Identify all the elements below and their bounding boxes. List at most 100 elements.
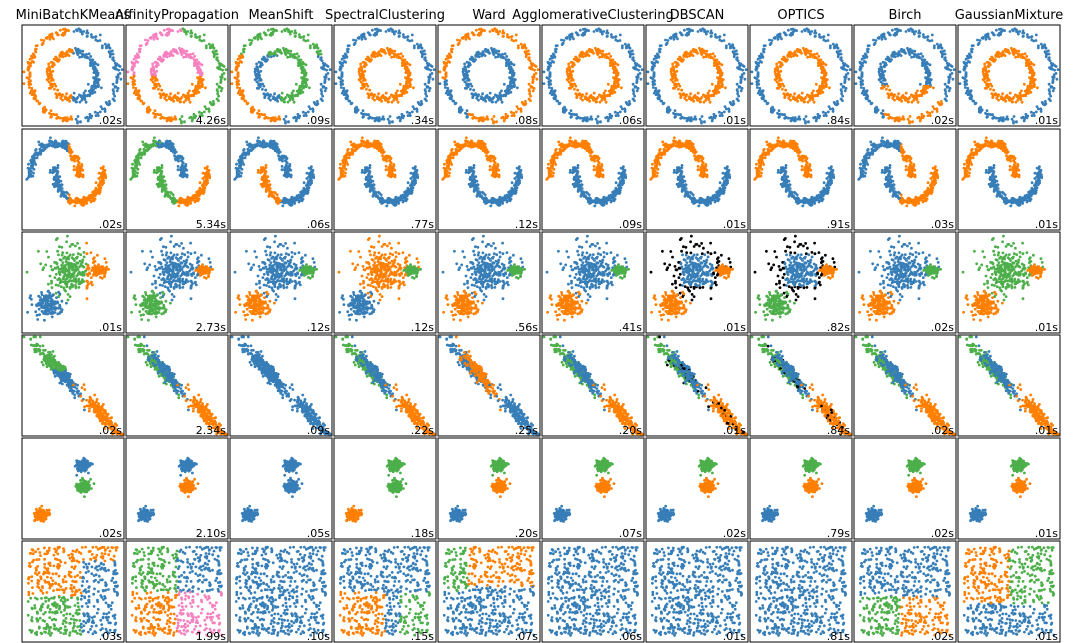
point — [239, 90, 242, 93]
point — [444, 75, 447, 78]
point — [880, 35, 883, 38]
point — [508, 76, 511, 79]
point — [908, 122, 911, 125]
point — [242, 56, 245, 59]
point — [628, 100, 631, 103]
point — [673, 73, 676, 76]
point — [42, 109, 45, 112]
point — [321, 95, 324, 98]
point — [509, 82, 512, 85]
point — [779, 33, 782, 36]
point — [484, 100, 487, 103]
point — [546, 68, 549, 71]
point — [931, 111, 934, 114]
point — [468, 83, 471, 86]
panel-r0-c8: .02s — [854, 25, 956, 127]
point — [741, 69, 744, 72]
point — [107, 46, 110, 49]
point — [64, 52, 67, 55]
point — [569, 116, 572, 119]
point — [604, 98, 607, 101]
point — [292, 117, 295, 120]
point — [151, 63, 154, 66]
point — [470, 85, 473, 88]
point — [467, 65, 470, 68]
point — [570, 61, 573, 64]
panel-frame — [230, 25, 332, 126]
point — [574, 56, 577, 59]
point — [320, 53, 323, 56]
point — [100, 86, 103, 89]
point — [570, 109, 573, 112]
point — [294, 29, 297, 32]
point — [131, 61, 134, 64]
point — [439, 71, 442, 74]
point — [154, 61, 157, 64]
point — [302, 111, 305, 114]
point — [188, 98, 191, 101]
point — [911, 120, 914, 123]
point — [919, 118, 922, 121]
point — [219, 76, 222, 79]
point — [343, 57, 346, 60]
point — [72, 96, 75, 99]
point — [52, 83, 55, 86]
point — [468, 113, 471, 116]
point — [317, 55, 320, 58]
point — [294, 35, 297, 38]
point — [442, 68, 445, 71]
point — [571, 33, 574, 36]
point — [181, 115, 184, 118]
point — [366, 56, 369, 59]
point — [572, 79, 575, 82]
point — [47, 80, 50, 83]
point — [163, 117, 166, 120]
point — [878, 37, 881, 40]
point — [150, 37, 153, 40]
point — [699, 97, 702, 100]
point — [714, 33, 717, 36]
point — [320, 83, 323, 86]
point — [195, 92, 198, 95]
point — [255, 63, 258, 66]
point — [304, 80, 307, 83]
point — [68, 100, 71, 103]
point — [699, 101, 702, 104]
point — [795, 29, 798, 32]
point — [600, 30, 603, 33]
point — [660, 44, 663, 47]
point — [28, 86, 31, 89]
point — [447, 57, 450, 60]
point — [127, 71, 130, 74]
point — [403, 92, 406, 95]
point — [480, 31, 483, 34]
point — [303, 72, 306, 75]
point — [58, 59, 61, 62]
point — [465, 73, 468, 76]
point — [81, 53, 84, 56]
point — [312, 110, 315, 113]
point — [711, 118, 714, 121]
point — [486, 49, 489, 52]
point — [774, 70, 777, 73]
point — [855, 71, 858, 74]
point — [818, 115, 821, 118]
point — [450, 89, 453, 92]
point — [356, 109, 359, 112]
point — [100, 105, 103, 108]
point — [449, 98, 452, 101]
point — [264, 32, 267, 35]
point — [93, 82, 96, 85]
point — [191, 57, 194, 60]
point — [235, 61, 238, 64]
point — [506, 115, 509, 118]
point — [57, 93, 60, 96]
point — [283, 28, 286, 31]
point — [155, 65, 158, 68]
point — [79, 120, 82, 123]
point — [79, 49, 82, 52]
point — [696, 96, 699, 99]
point — [361, 116, 364, 119]
point — [755, 66, 758, 69]
point — [842, 85, 845, 88]
